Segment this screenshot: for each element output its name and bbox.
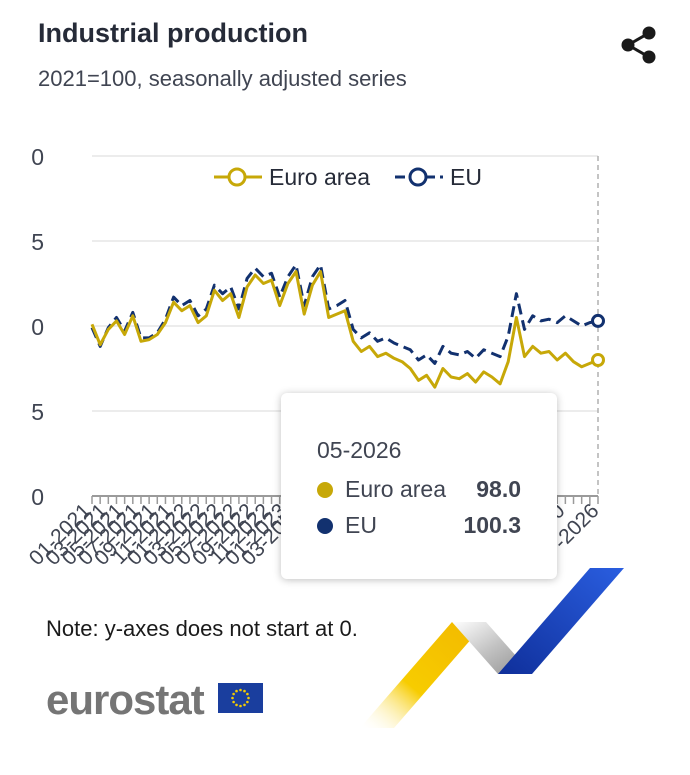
tooltip-series-name: Euro area bbox=[345, 476, 447, 502]
eu-dot bbox=[317, 518, 333, 534]
tooltip-series-value: 100.3 bbox=[463, 512, 521, 538]
eu-line bbox=[90, 263, 599, 365]
page-title: Industrial production bbox=[38, 18, 308, 48]
tooltip-date: 05-2026 bbox=[317, 437, 402, 463]
legend-entry: Euro area bbox=[269, 164, 370, 190]
footnote: Note: y-axes does not start at 0. bbox=[46, 616, 358, 641]
y-tick-label: 5 bbox=[31, 399, 44, 425]
share-icon[interactable] bbox=[616, 22, 662, 68]
y-tick-label: 0 bbox=[31, 314, 44, 340]
tooltip-series-name: EU bbox=[345, 512, 377, 538]
page-subtitle: 2021=100, seasonally adjusted series bbox=[38, 66, 407, 91]
y-tick-label: 0 bbox=[31, 484, 44, 510]
eurostat-logo[interactable]: eurostat bbox=[46, 676, 205, 723]
legend-marker bbox=[227, 167, 247, 187]
euro-area-line bbox=[90, 270, 599, 389]
eu-flag-icon bbox=[218, 683, 263, 713]
legend-marker bbox=[408, 167, 428, 187]
eurostat-ribbon-graphic bbox=[360, 568, 624, 728]
chart-tooltip: 05-2026 Euro area 98.0 EU 100.3 bbox=[281, 393, 557, 579]
y-tick-label: 0 bbox=[31, 144, 44, 170]
series-end-marker bbox=[591, 353, 605, 367]
y-tick-label: 5 bbox=[31, 229, 44, 255]
euro-area-dot bbox=[317, 482, 333, 498]
series-end-marker bbox=[591, 313, 605, 328]
legend-entry: EU bbox=[450, 164, 482, 190]
tooltip-series-value: 98.0 bbox=[476, 476, 521, 502]
